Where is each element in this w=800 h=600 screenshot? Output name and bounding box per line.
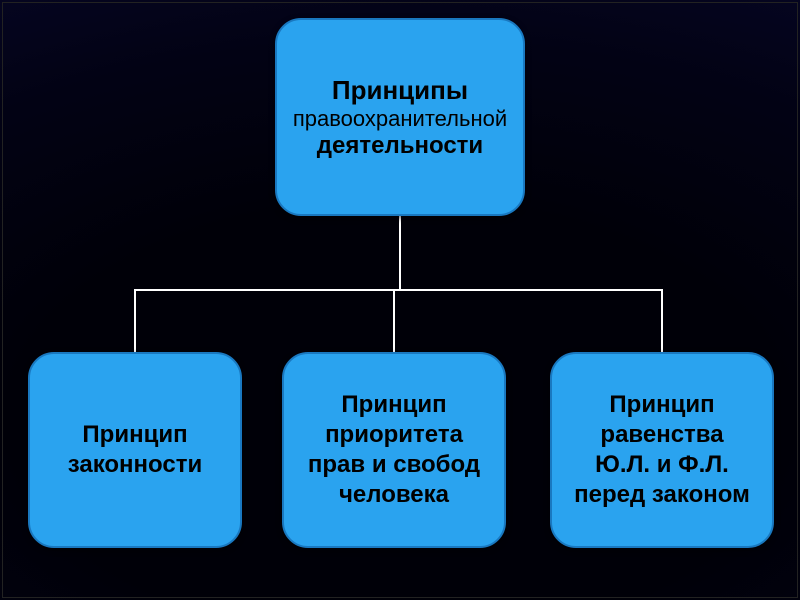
child1-line1: Принцип bbox=[341, 390, 446, 420]
child-node-0: Принцип законности bbox=[28, 352, 242, 548]
child2-line3: Ю.Л. и Ф.Л. bbox=[595, 450, 729, 480]
child2-line2: равенства bbox=[600, 420, 723, 450]
child2-line4: перед законом bbox=[574, 480, 750, 510]
child0-line2: законности bbox=[68, 450, 203, 480]
root-node: Принципы правоохранительной деятельности bbox=[275, 18, 525, 216]
root-line1: Принципы bbox=[332, 75, 468, 106]
root-line2: правоохранительной bbox=[293, 106, 507, 132]
child1-line4: человека bbox=[339, 480, 449, 510]
child-node-2: Принцип равенства Ю.Л. и Ф.Л. перед зако… bbox=[550, 352, 774, 548]
child1-line3: прав и свобод bbox=[308, 450, 480, 480]
root-line3: деятельности bbox=[317, 132, 483, 160]
child0-line1: Принцип bbox=[82, 420, 187, 450]
child-node-1: Принцип приоритета прав и свобод человек… bbox=[282, 352, 506, 548]
child1-line2: приоритета bbox=[325, 420, 463, 450]
child2-line1: Принцип bbox=[609, 390, 714, 420]
